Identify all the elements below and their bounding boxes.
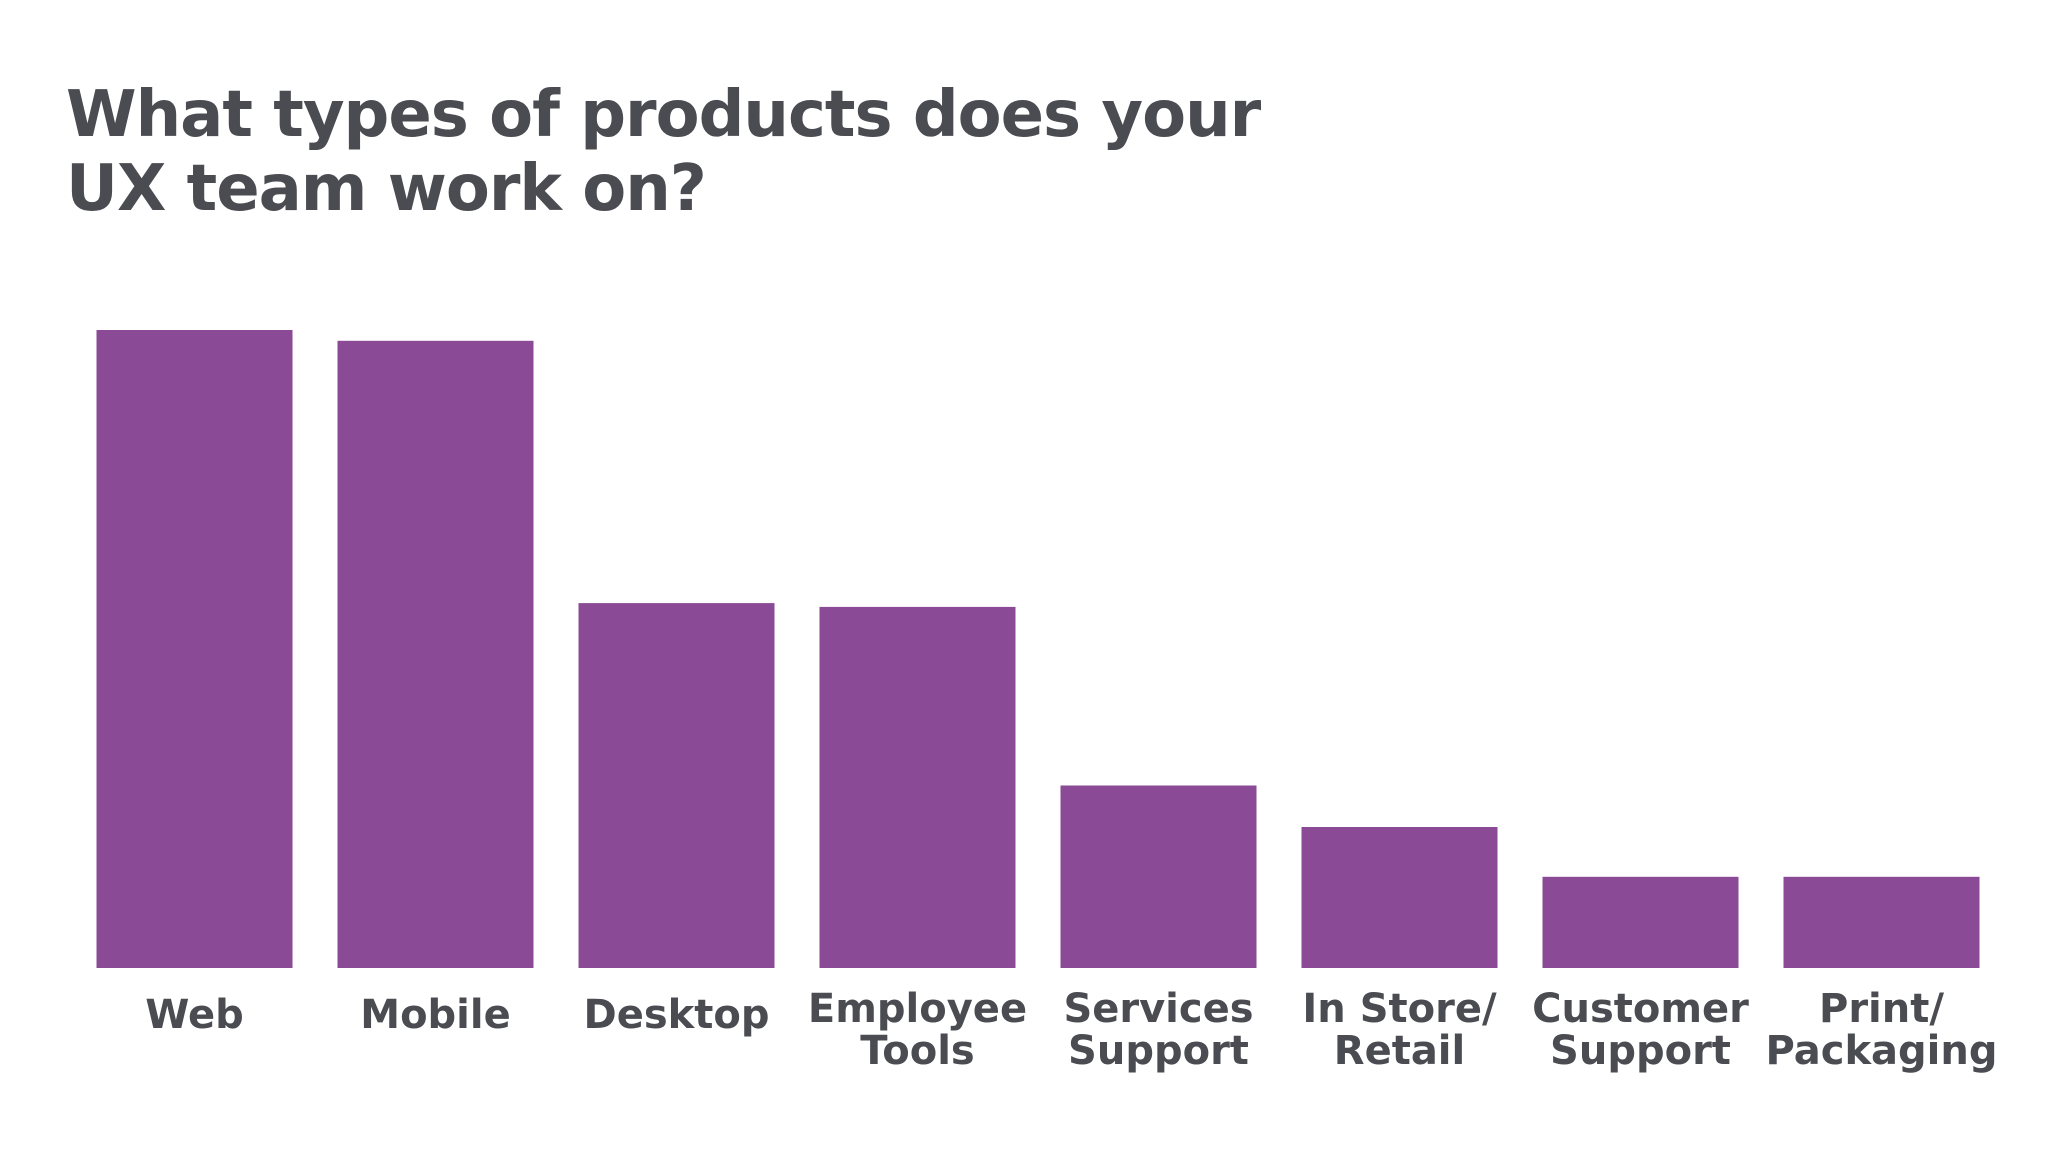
category-label-line: Services (1063, 986, 1253, 1032)
category-label-line: Retail (1334, 1028, 1465, 1074)
bar-print-packaging (1783, 876, 1980, 968)
bar-services-support (1060, 785, 1257, 968)
page-title-line-1: What types of products does your (66, 78, 1261, 152)
category-label-line: Customer (1532, 986, 1749, 1032)
category-label-line: Support (1068, 1028, 1249, 1074)
category-label-line: Packaging (1766, 1028, 1998, 1074)
category-label-line: Print/ (1819, 986, 1944, 1032)
bar-in-store-retail (1301, 827, 1498, 968)
bar-mobile (337, 340, 534, 968)
bar-group (96, 330, 1980, 968)
category-label: Print/Packaging (1766, 986, 1998, 1074)
category-label-line: In Store/ (1302, 986, 1497, 1032)
category-label-line: Support (1550, 1028, 1731, 1074)
bar-employee-tools (819, 606, 1016, 968)
page-title-line-2: UX team work on? (66, 152, 707, 226)
category-label-line: Web (145, 992, 243, 1038)
category-label: Mobile (360, 992, 510, 1038)
category-label-line: Mobile (360, 992, 510, 1038)
category-label: Desktop (584, 992, 770, 1038)
page-title: What types of products does your UX team… (66, 78, 1261, 226)
bar-customer-support (1542, 876, 1739, 968)
category-label: Web (145, 992, 243, 1038)
category-label: Services Support (1063, 986, 1253, 1074)
bar-web (96, 330, 293, 968)
category-label: Employee Tools (808, 986, 1027, 1074)
category-label-line: Employee (808, 986, 1027, 1032)
category-label-line: Tools (860, 1028, 974, 1074)
category-label: In Store/Retail (1302, 986, 1497, 1074)
category-label: Customer Support (1532, 986, 1749, 1074)
bar-desktop (578, 603, 775, 968)
category-label-line: Desktop (584, 992, 770, 1038)
